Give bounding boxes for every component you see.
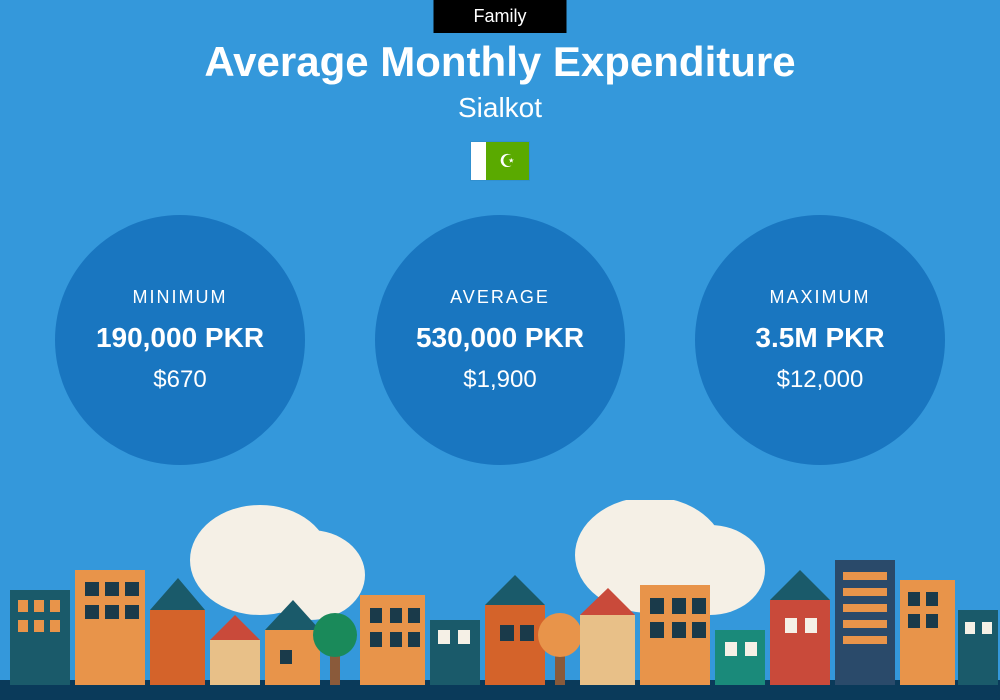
stat-usd: $670 (153, 366, 206, 394)
page-title: Average Monthly Expenditure (0, 38, 1000, 86)
country-flag: ☪ (471, 142, 529, 180)
flag-stripe-green: ☪ (486, 142, 530, 180)
stat-usd: $1,900 (463, 366, 536, 394)
stat-usd: $12,000 (777, 366, 864, 394)
stat-label: AVERAGE (450, 287, 550, 308)
stat-maximum: MAXIMUM 3.5M PKR $12,000 (695, 215, 945, 465)
stat-value: 3.5M PKR (755, 322, 884, 354)
flag-stripe-white (471, 142, 486, 180)
cityscape-illustration (0, 500, 1000, 700)
stat-value: 530,000 PKR (416, 322, 584, 354)
stat-label: MAXIMUM (770, 287, 871, 308)
stat-average: AVERAGE 530,000 PKR $1,900 (375, 215, 625, 465)
stat-minimum: MINIMUM 190,000 PKR $670 (55, 215, 305, 465)
stats-row: MINIMUM 190,000 PKR $670 AVERAGE 530,000… (0, 215, 1000, 465)
city-name: Sialkot (0, 92, 1000, 124)
stat-label: MINIMUM (133, 287, 228, 308)
category-badge: Family (434, 0, 567, 33)
stat-value: 190,000 PKR (96, 322, 264, 354)
